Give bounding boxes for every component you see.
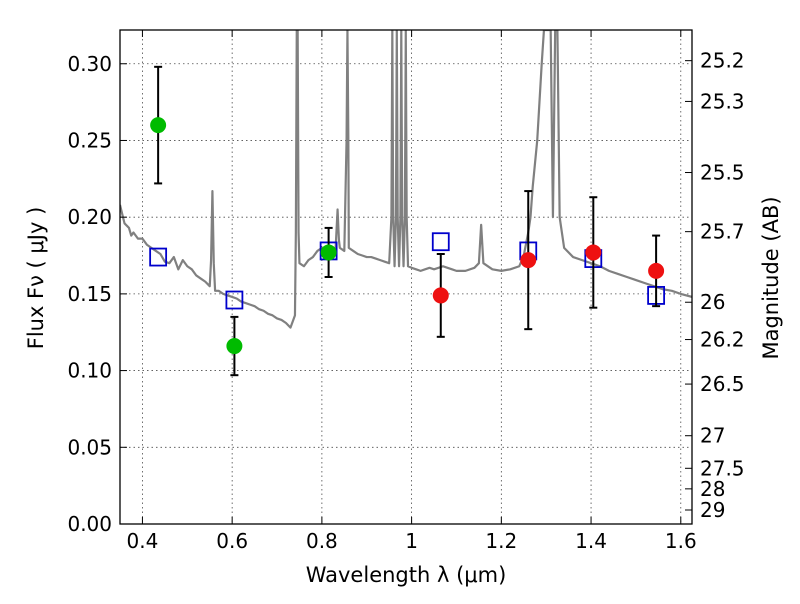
plot-area	[120, 30, 692, 377]
x-tick-label: 0.8	[306, 529, 338, 553]
y2-tick-label: 25.2	[700, 49, 745, 73]
axis-ticks: 0.4 0.6 0.8 1 1.2 1.4 1.6 0.00 0.05 0.10 0.15 0.20 0…	[67, 30, 745, 553]
x-axis-title: Wavelength λ (μm)	[306, 563, 507, 587]
y2-tick-label: 25.7	[700, 220, 745, 244]
y2-axis-title: Magnitude (AB)	[759, 196, 783, 359]
y-tick-label: 0.00	[67, 512, 112, 536]
model-flux-square	[225, 290, 244, 310]
y2-tick-label: 26	[700, 290, 725, 314]
y2-tick-label: 25.5	[700, 161, 745, 185]
y-tick-label: 0.20	[67, 205, 112, 229]
model-spectrum-line	[120, 30, 692, 329]
y-tick-label: 0.30	[67, 52, 112, 76]
x-tick-label: 1.6	[665, 529, 697, 553]
y-tick-label: 0.15	[67, 282, 112, 306]
photometry-point	[226, 338, 243, 355]
model-flux-square	[431, 232, 450, 252]
y2-tick-label: 28	[700, 477, 725, 501]
x-tick-label: 1.4	[575, 529, 607, 553]
y2-tick-label: 27	[700, 424, 725, 448]
x-tick-label: 0.4	[127, 529, 159, 553]
y2-tick-label: 26.5	[700, 372, 745, 396]
y2-tick-label: 26.2	[700, 328, 745, 352]
photometry-point	[432, 287, 449, 304]
x-tick-label: 1.2	[485, 529, 517, 553]
photometry-point	[648, 262, 665, 279]
photometry-point	[320, 244, 337, 261]
y-axis-title: Flux Fν ( μJy )	[24, 207, 48, 350]
photometry-point	[520, 252, 537, 269]
y2-tick-label: 29	[700, 498, 725, 522]
photometry-point	[585, 244, 602, 261]
y2-tick-label: 25.3	[700, 89, 745, 113]
x-tick-label: 0.6	[216, 529, 248, 553]
y-tick-label: 0.05	[67, 435, 112, 459]
x-tick-label: 1	[405, 529, 418, 553]
y-tick-label: 0.25	[67, 128, 112, 152]
photometry-point	[150, 117, 167, 134]
axes-frame	[119, 29, 693, 525]
y-tick-label: 0.10	[67, 359, 112, 383]
model-flux-square	[149, 247, 168, 267]
plot-border	[119, 29, 693, 525]
y2-tick-label: 27.5	[700, 456, 745, 480]
